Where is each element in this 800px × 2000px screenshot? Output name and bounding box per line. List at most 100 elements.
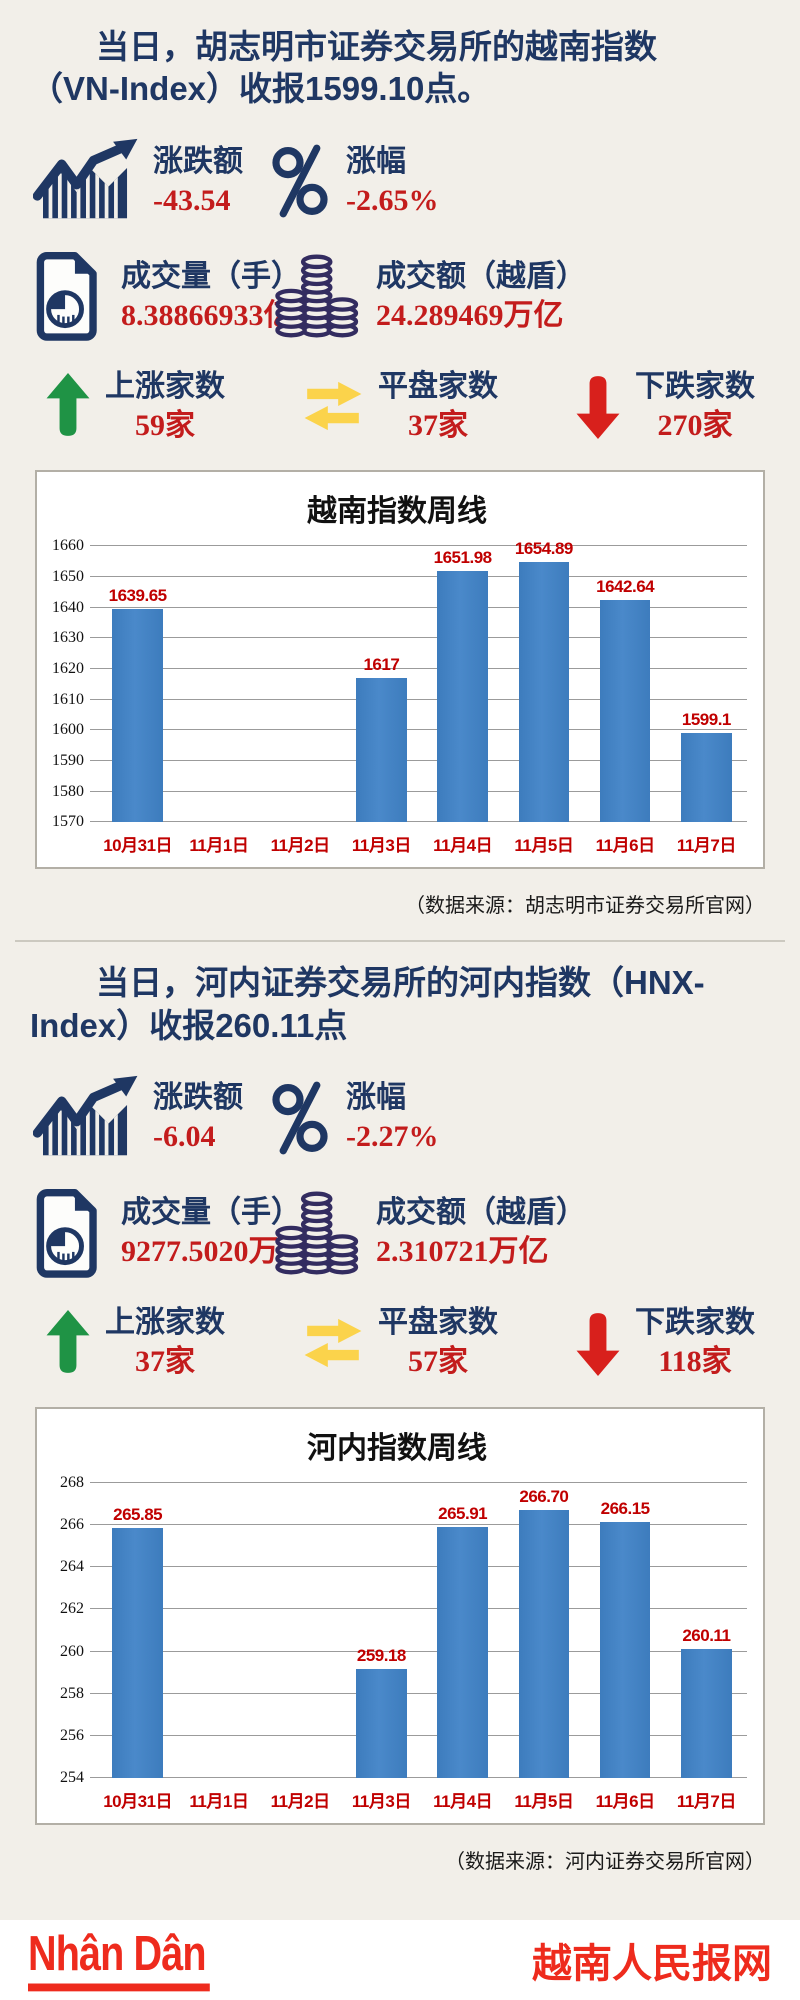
up-arrow-icon: [45, 1305, 91, 1381]
gridline: [90, 606, 747, 608]
y-axis-tick-label: 1620: [52, 660, 84, 678]
stat-decliners: 下跌家数 118家: [575, 1305, 755, 1381]
coins-icon: [268, 1188, 362, 1278]
down-arrow-icon: [575, 368, 621, 444]
stat-volume: 成交量（手） 8.38866933亿: [33, 248, 301, 344]
stat-label: 上涨家数: [105, 1306, 225, 1340]
y-axis: 1570 1580 1590 1600 1610 1620 1630 1640 1650 1660: [47, 538, 97, 830]
stat-value: 24.289469万亿: [376, 298, 564, 332]
bar-value-label: 1599.1: [681, 710, 732, 730]
chart-title: 河内指数周线: [307, 1431, 487, 1465]
bar: 259.18: [356, 1646, 407, 1778]
y-axis-tick-label: 1630: [52, 629, 84, 647]
stats-row-counts: 上涨家数 37家 平盘家数 57家 下跌家数 118家: [0, 1305, 800, 1381]
gridline: [90, 698, 747, 700]
chart-title: 越南指数周线: [307, 495, 487, 529]
x-axis-label: 11月4日: [433, 836, 493, 856]
bar-slot: [260, 546, 341, 822]
y-axis-tick-label: 266: [60, 1516, 84, 1534]
stat-advancers: 上涨家数 37家: [45, 1305, 225, 1381]
gridline: [90, 1608, 747, 1610]
y-axis-tick-label: 254: [60, 1768, 84, 1786]
bars: 265.85 259.18 265.91 266.70 266.15 260.11: [97, 1483, 747, 1778]
stat-label: 涨跌额: [153, 1081, 243, 1115]
bar-slot: 1639.65: [97, 546, 178, 823]
section-hnx-index: 当日，河内证券交易所的河内指数（HNX- Index）收报260.11点 涨跌额…: [0, 962, 800, 1873]
section-title-line1: 当日，河内证券交易所的河内指数（HNX-: [96, 964, 705, 1002]
gridline: [90, 637, 747, 639]
bar-value-label: 259.18: [356, 1645, 407, 1665]
x-axis-label: 11月6日: [595, 1791, 655, 1811]
coins-icon: [268, 251, 362, 341]
y-axis-tick-label: 1610: [52, 690, 84, 708]
section-title-line2: （VN-Index）收报1599.10点。: [30, 70, 491, 108]
y-axis-tick-label: 264: [60, 1558, 84, 1576]
y-axis-tick-label: 256: [60, 1726, 84, 1744]
bar-value-label: 1639.65: [108, 585, 167, 605]
stat-value: 37家: [408, 408, 468, 442]
stats-row-change: 涨跌额 -43.54 涨幅 -2.65%: [0, 138, 800, 224]
bar-value-label: 265.91: [438, 1503, 488, 1523]
gridline: [90, 821, 747, 823]
up-arrow-icon: [45, 368, 91, 444]
section-title-line1: 当日，胡志明市证券交易所的越南指数: [96, 28, 657, 65]
stat-decliners: 下跌家数 270家: [575, 368, 755, 444]
stats-row-volume: 成交量（手） 9277.5020万 成交额（越盾） 2.310721万亿: [0, 1185, 800, 1281]
x-axis-label: 11月3日: [351, 1791, 411, 1811]
stat-value: 270家: [657, 408, 733, 442]
stat-value: 118家: [658, 1344, 732, 1378]
stat-value: -2.27%: [346, 1119, 439, 1153]
down-arrow-icon: [575, 1305, 621, 1381]
gridline: [90, 1481, 747, 1483]
x-axis: 10月31日 11月1日 11月2日 11月3日 11月4日 11月5日 11月6日 11月7…: [97, 1778, 747, 1819]
percent-icon: [268, 138, 332, 224]
gridline: [90, 1650, 747, 1652]
data-source-note: （数据来源：河内证券交易所官网）: [445, 1850, 765, 1873]
bar-slot: 260.11: [666, 1483, 747, 1778]
bar-value-label: 266.15: [600, 1498, 651, 1518]
bar: 1599.1: [681, 710, 732, 823]
gridline: [90, 1692, 747, 1694]
stat-value: -2.65%: [346, 183, 439, 217]
y-axis-tick-label: 1600: [52, 721, 84, 739]
stat-value: 57家: [408, 1344, 468, 1378]
x-axis-label: 10月31日: [103, 1791, 173, 1811]
x-axis-label: 10月31日: [103, 836, 173, 856]
bar-slot: [260, 1483, 341, 1778]
gridline: [90, 668, 747, 670]
nhan-dan-logo: Nhân Dân: [28, 1928, 211, 1992]
stat-label: 成交量（手）: [121, 259, 301, 293]
gridline: [90, 729, 747, 731]
percent-icon: [268, 1075, 332, 1161]
stat-turnover: 成交额（越盾） 24.289469万亿: [268, 251, 800, 341]
plot-area: 265.85 259.18 265.91 266.70 266.15 260.11: [90, 1481, 747, 1778]
bar-slot: [178, 546, 259, 822]
x-axis-label: 11月2日: [270, 836, 330, 856]
x-axis-label: 11月5日: [514, 1791, 574, 1811]
stat-value: -43.54: [153, 183, 231, 217]
stat-label: 成交额（越盾）: [376, 1196, 586, 1230]
stat-unchanged: 平盘家数 57家: [302, 1306, 498, 1379]
bar: 1639.65: [109, 586, 167, 823]
bar: 260.11: [681, 1626, 732, 1778]
bar-slot: 1651.98: [422, 546, 503, 823]
stat-label: 下跌家数: [635, 1306, 755, 1340]
gridline: [90, 1734, 747, 1736]
stat-change-amount: 涨跌额 -6.04: [33, 1075, 268, 1161]
stat-value: -6.04: [153, 1119, 216, 1153]
gridline: [90, 1524, 747, 1526]
section-divider: [15, 940, 785, 943]
footer-bar: Nhân Dân 越南人民报网: [0, 1920, 800, 2000]
volume-document-icon: [33, 1185, 107, 1281]
stats-row-counts: 上涨家数 59家 平盘家数 37家 下跌家数 270家: [0, 368, 800, 444]
gridline: [90, 545, 747, 547]
y-axis: 254 256 258 260 262 264 266 268: [47, 1474, 97, 1785]
stat-advancers: 上涨家数 59家: [45, 368, 225, 444]
bar-slot: 259.18: [341, 1483, 422, 1778]
y-axis-tick-label: 258: [60, 1684, 84, 1702]
x-axis-label: 11月6日: [595, 836, 655, 856]
x-axis-label: 11月5日: [514, 836, 574, 856]
section-title: 当日，河内证券交易所的河内指数（HNX- Index）收报260.11点: [30, 962, 770, 1046]
stat-label: 平盘家数: [378, 369, 498, 403]
stat-value: 37家: [135, 1344, 195, 1378]
